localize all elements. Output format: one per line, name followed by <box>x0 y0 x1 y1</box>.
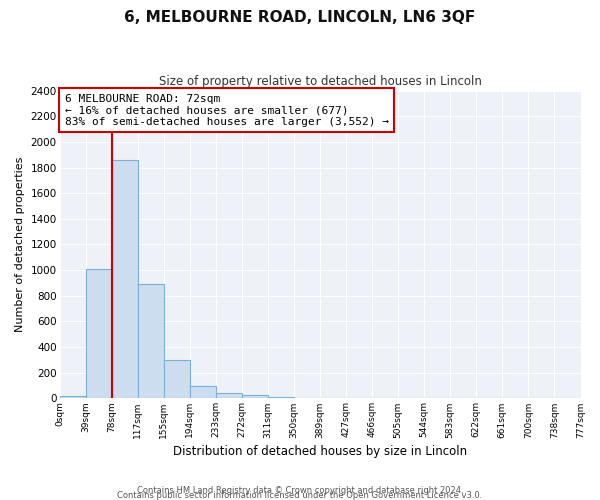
Text: 6 MELBOURNE ROAD: 72sqm
← 16% of detached houses are smaller (677)
83% of semi-d: 6 MELBOURNE ROAD: 72sqm ← 16% of detache… <box>65 94 389 127</box>
Bar <box>164 360 190 399</box>
Bar <box>86 269 112 398</box>
Bar <box>190 386 216 398</box>
Title: Size of property relative to detached houses in Lincoln: Size of property relative to detached ho… <box>158 75 481 88</box>
Text: 6, MELBOURNE ROAD, LINCOLN, LN6 3QF: 6, MELBOURNE ROAD, LINCOLN, LN6 3QF <box>124 10 476 25</box>
Bar <box>112 160 138 398</box>
Bar <box>216 392 242 398</box>
Bar <box>268 397 294 398</box>
Bar <box>59 396 86 398</box>
Bar <box>138 284 164 399</box>
Text: Contains public sector information licensed under the Open Government Licence v3: Contains public sector information licen… <box>118 490 482 500</box>
Bar <box>242 395 268 398</box>
Y-axis label: Number of detached properties: Number of detached properties <box>15 157 25 332</box>
X-axis label: Distribution of detached houses by size in Lincoln: Distribution of detached houses by size … <box>173 444 467 458</box>
Text: Contains HM Land Registry data © Crown copyright and database right 2024.: Contains HM Land Registry data © Crown c… <box>137 486 463 495</box>
